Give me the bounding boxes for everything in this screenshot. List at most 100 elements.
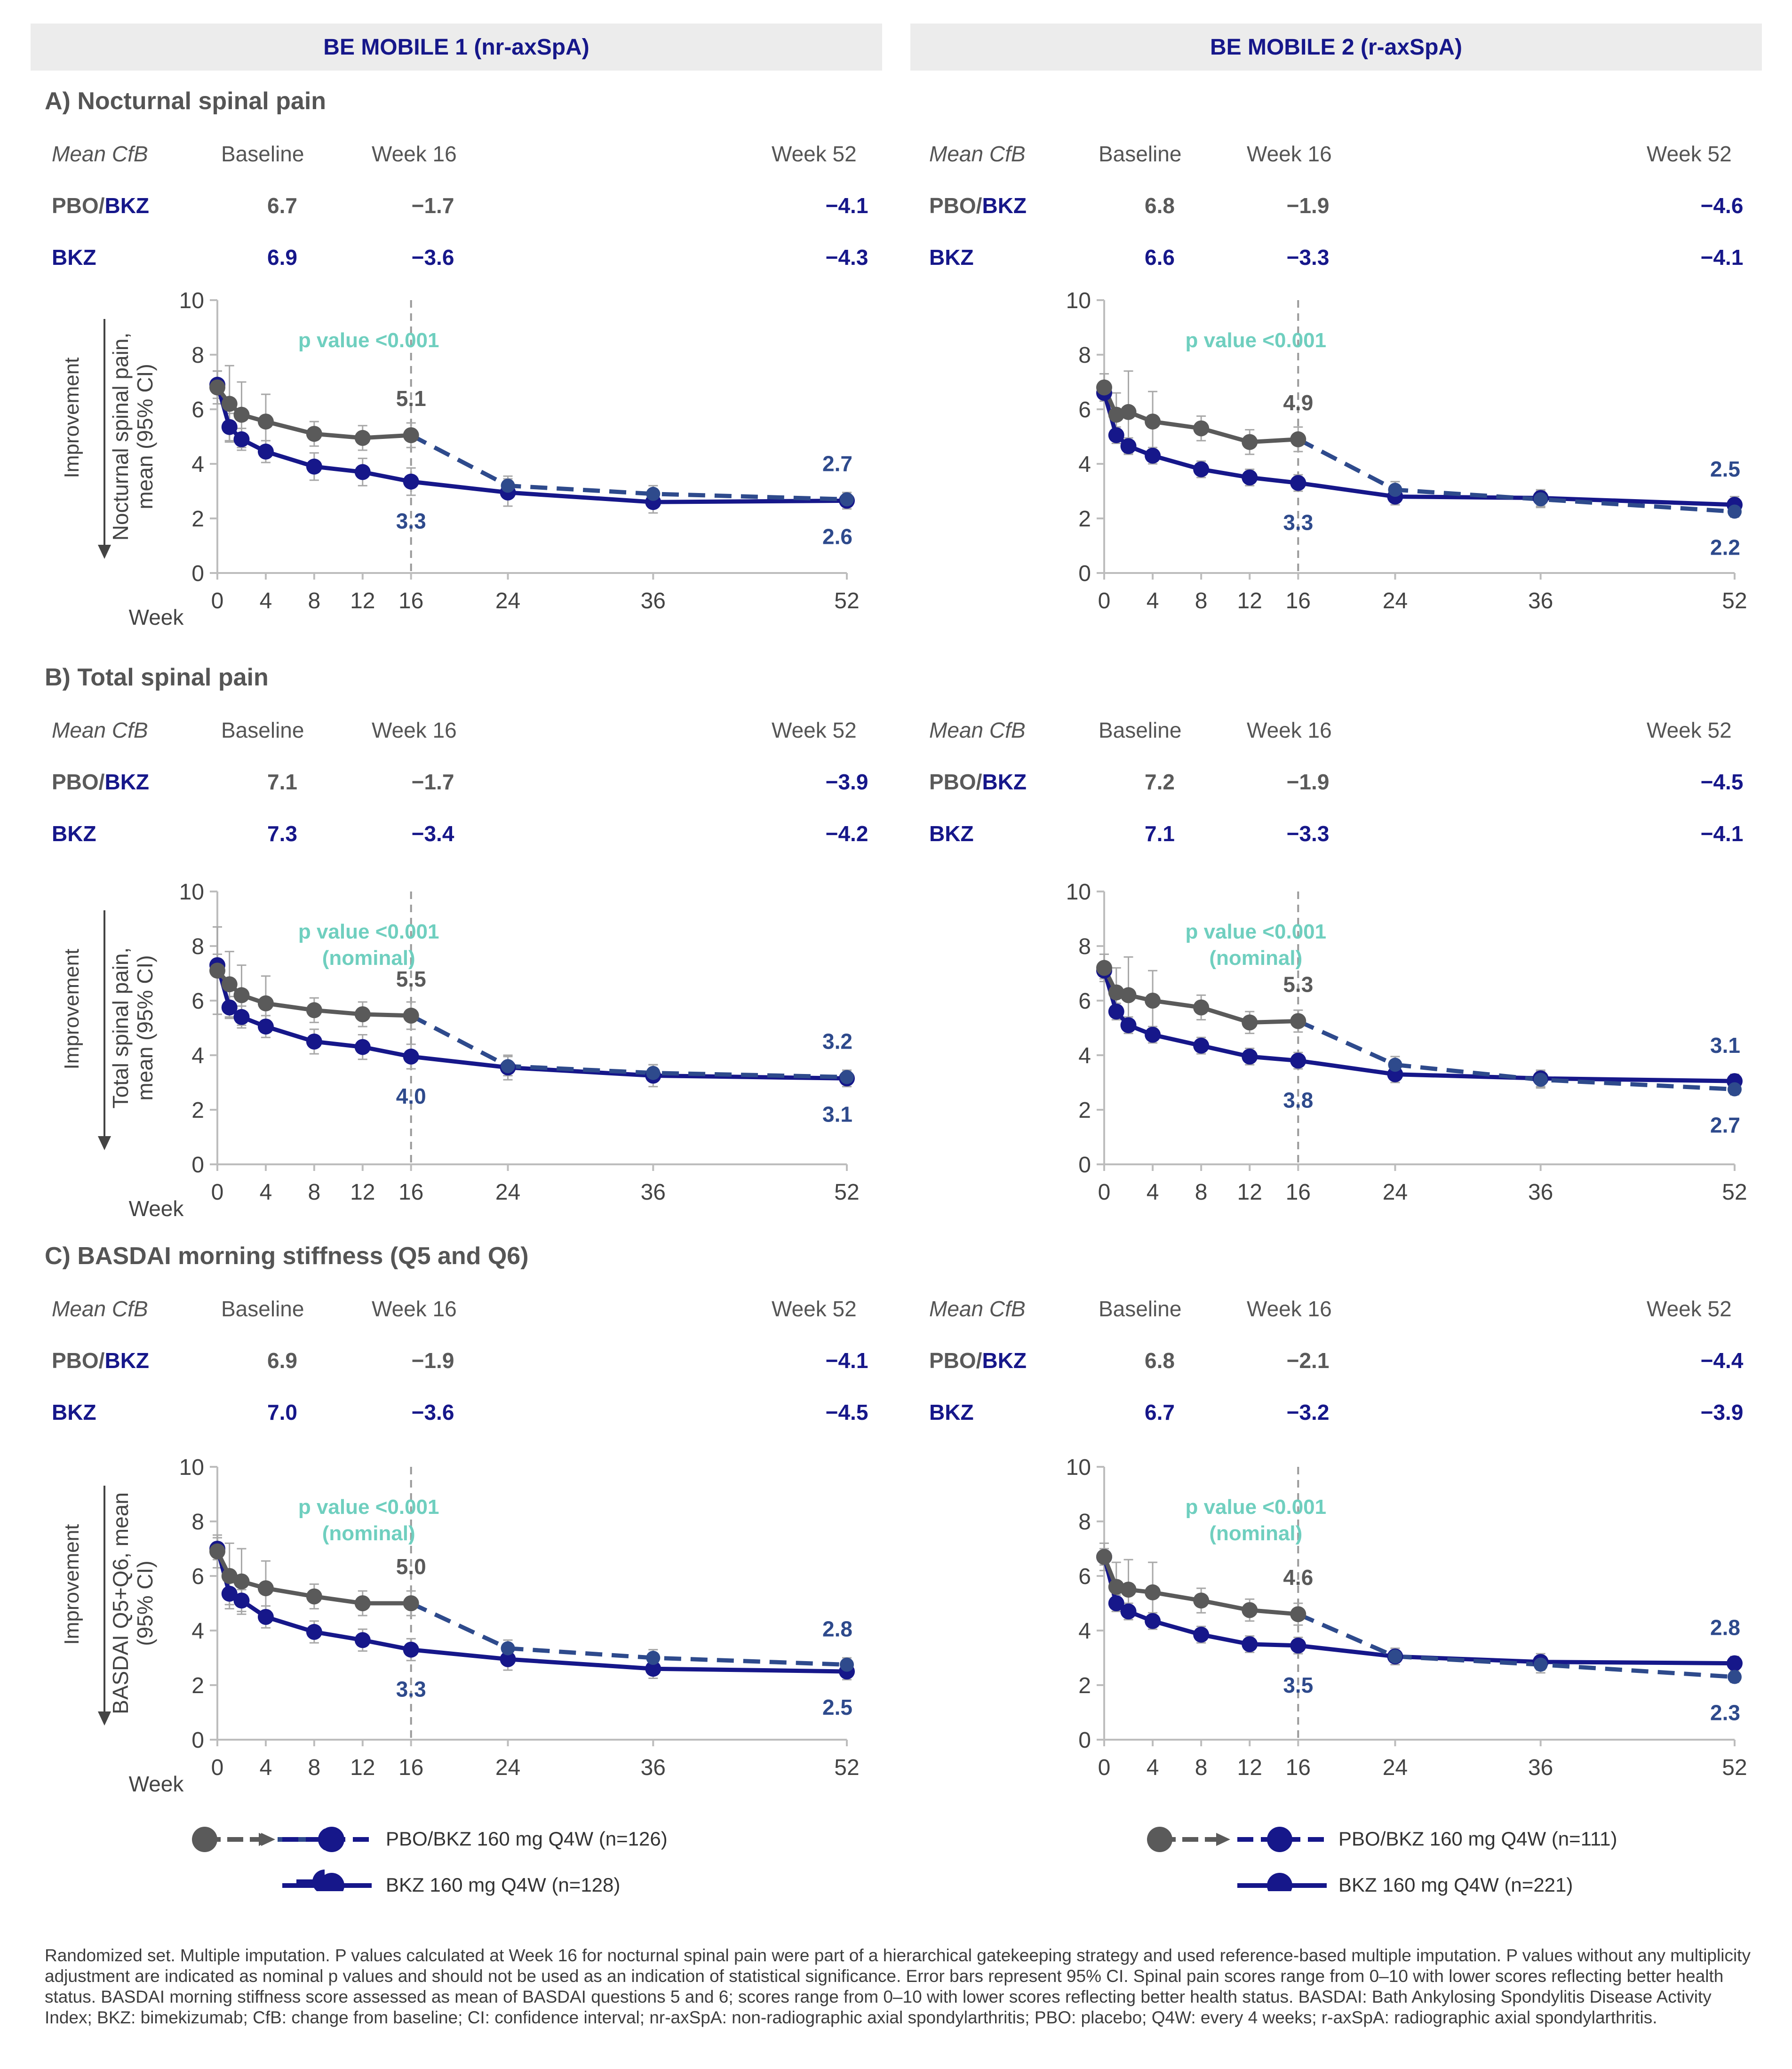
pbo-bkz-point — [501, 1059, 515, 1074]
y-axis-label: BASDAI Q5+Q6, mean(95% CI) — [108, 1492, 157, 1714]
table-cell-bkz: −3.9 — [1700, 1400, 1744, 1424]
pbo-point — [1242, 434, 1258, 450]
pbo-bkz-point — [1388, 483, 1402, 497]
pbo-bkz-point — [1533, 492, 1548, 507]
section-title-a: A) Nocturnal spinal pain — [45, 88, 327, 115]
table-header-week52: Week 52 — [772, 1297, 857, 1321]
pbo-point — [354, 1006, 371, 1022]
legend-right-pbo-label: PBO/BKZ 160 mg Q4W (n=111) — [1338, 1828, 1617, 1850]
label-pbo-week16: 5.0 — [396, 1554, 426, 1579]
label-pbo-week16: 4.9 — [1283, 390, 1313, 415]
pbo-point — [209, 1543, 225, 1560]
table-header-week16: Week 16 — [372, 718, 457, 742]
p-value-label: p value <0.001 — [1185, 329, 1326, 352]
table-header-baseline: Baseline — [221, 142, 304, 166]
pbo-point — [1108, 1579, 1124, 1595]
table-cell-pbo: −4.1 — [825, 1348, 868, 1373]
bkz-point — [1108, 1595, 1124, 1611]
x-tick-label: 16 — [1286, 589, 1311, 613]
legend-right-arrow-icon — [1216, 1833, 1230, 1846]
y-axis-label: Nocturnal spinal pain,mean (95% CI) — [108, 333, 157, 541]
table-row-label-bkz: BKZ — [929, 821, 974, 846]
table-cell-pbo: −1.9 — [411, 1348, 454, 1373]
p-value-label: p value <0.001 — [298, 920, 439, 943]
y-tick-label: 0 — [1078, 561, 1091, 586]
table-row-label-bkz: BKZ — [52, 245, 96, 270]
y-tick-label: 0 — [191, 561, 204, 586]
x-tick-label: 36 — [1528, 589, 1553, 613]
pbo-point — [1096, 960, 1112, 976]
pbo-point — [233, 987, 250, 1003]
legend-right-bkz-marker — [1267, 1873, 1292, 1891]
table-header-week16: Week 16 — [372, 1297, 457, 1321]
y-tick-label: 2 — [1078, 1098, 1091, 1123]
x-tick-label: 36 — [1528, 1180, 1553, 1205]
table-row-label-bkz: BKZ — [929, 1400, 974, 1424]
bkz-point — [257, 1609, 274, 1625]
bkz-point — [1242, 1636, 1258, 1652]
table-header-week52: Week 52 — [772, 142, 857, 166]
pbo-bkz-point — [1533, 1657, 1548, 1672]
bkz-series-line — [1102, 970, 1735, 1083]
y-tick-label: 6 — [191, 1564, 204, 1589]
table-cell-bkz: −4.5 — [825, 1400, 868, 1424]
label-bkz-week52: 2.5 — [822, 1695, 852, 1719]
pbo-label-part: PBO/ — [929, 193, 982, 218]
legend-right-gray-marker — [1147, 1827, 1172, 1852]
bkz-point — [221, 1585, 238, 1602]
pbo-point — [257, 414, 274, 430]
pbo-point — [1108, 984, 1124, 1001]
x-axis-label: Week — [129, 605, 184, 629]
y-tick-label: 10 — [1066, 288, 1091, 313]
pbo-bkz-point — [501, 478, 515, 493]
bkz-point — [1120, 1603, 1137, 1620]
pbo-point — [1193, 999, 1210, 1016]
pbo-bkz-point — [646, 486, 661, 501]
x-tick-label: 12 — [1237, 1180, 1262, 1205]
y-tick-label: 2 — [1078, 1673, 1091, 1698]
column-header-be-mobile-1: BE MOBILE 1 (nr-axSpA) — [31, 24, 882, 71]
table-header-week16: Week 16 — [372, 142, 457, 166]
label-pbo-week52: 2.7 — [1710, 1113, 1740, 1138]
pbo-bkz-dashed-line — [410, 1013, 847, 1079]
x-tick-label: 16 — [1286, 1755, 1311, 1780]
x-tick-label: 16 — [398, 589, 423, 613]
pbo-point — [1290, 431, 1306, 447]
y-tick-label: 6 — [191, 398, 204, 422]
p-value-label: (nominal) — [322, 1522, 415, 1545]
x-tick-label: 4 — [260, 1180, 272, 1205]
column-header-be-mobile-2: BE MOBILE 2 (r-axSpA) — [910, 24, 1762, 71]
pbo-label-part: PBO/ — [929, 1348, 982, 1373]
pbo-label-part: PBO/ — [929, 770, 982, 794]
pbo-point — [306, 426, 322, 442]
pbo-point — [1120, 404, 1137, 420]
pbo-bkz-point — [501, 1641, 515, 1655]
y-tick-label: 10 — [179, 880, 204, 905]
table-cell-bkz: −3.2 — [1286, 1400, 1330, 1424]
p-value-label: p value <0.001 — [1185, 1496, 1326, 1519]
pbo-point — [1290, 1606, 1306, 1623]
pbo-bkz-dashed-line — [410, 433, 847, 501]
pbo-point — [221, 396, 238, 412]
legend-swatch-layer — [192, 1827, 1327, 1891]
x-tick-label: 8 — [1195, 1180, 1208, 1205]
table-header-week16: Week 16 — [1247, 718, 1332, 742]
pbo-bkz-point — [840, 1657, 854, 1672]
table-cell-bkz: 7.1 — [1145, 821, 1175, 846]
table-header-mean-cfb: Mean CfB — [52, 142, 148, 166]
table-cell-bkz: 6.9 — [267, 245, 297, 270]
table-header-mean-cfb: Mean CfB — [52, 1297, 148, 1321]
label-pbo-week52: 2.8 — [822, 1617, 852, 1641]
improvement-arrow-icon — [98, 1136, 111, 1150]
table-cell-bkz: −4.1 — [1700, 821, 1744, 846]
bkz-point — [354, 464, 371, 480]
pbo-point — [1120, 1582, 1137, 1598]
y-tick-label: 10 — [179, 1455, 204, 1480]
table-row-label-pbo-bkz: PBO/BKZ — [52, 193, 149, 218]
pbo-point — [1145, 993, 1161, 1009]
table-row-label-pbo-bkz: PBO/BKZ — [929, 193, 1027, 218]
bkz-series-line — [215, 1548, 847, 1674]
table-row-label-pbo-bkz: PBO/BKZ — [52, 1348, 149, 1373]
x-tick-label: 0 — [1098, 589, 1111, 613]
